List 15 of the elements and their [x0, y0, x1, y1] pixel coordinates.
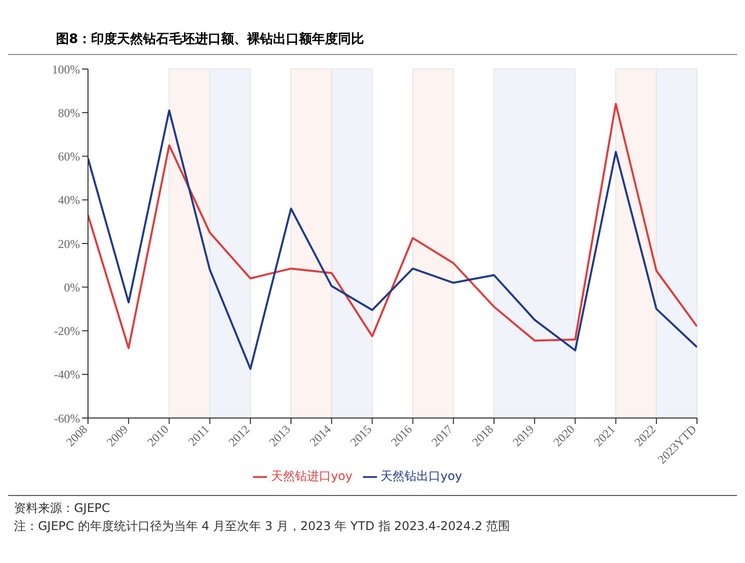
y-tick-label: -60% [54, 411, 80, 426]
text: 资料来源：GJEPC [14, 500, 112, 517]
y-tick-label: 80% [58, 106, 80, 120]
legend-label: 天然钻进口yoy [270, 469, 352, 483]
y-tick-label: -40% [54, 368, 80, 382]
y-tick-label: -20% [54, 324, 80, 338]
chart-title: 图8：印度天然钻石毛坯进口额、裸钻出口额年度同比 [8, 8, 737, 55]
x-tick-label: 2011 [185, 422, 212, 449]
y-tick-label: 60% [58, 150, 80, 164]
y-tick-label: 40% [58, 193, 80, 208]
legend-label: 天然钻出口yoy [380, 469, 462, 483]
y-tick-label: 0% [64, 280, 80, 294]
y-tick-label: 100% [52, 62, 80, 76]
text: 注：GJEPC 的年度统计口径为当年 4 月至次年 3 月，2023 年 YTD 指 2023.4-2024.2 范围 [14, 518, 512, 535]
y-tick-label: 20% [58, 236, 80, 251]
